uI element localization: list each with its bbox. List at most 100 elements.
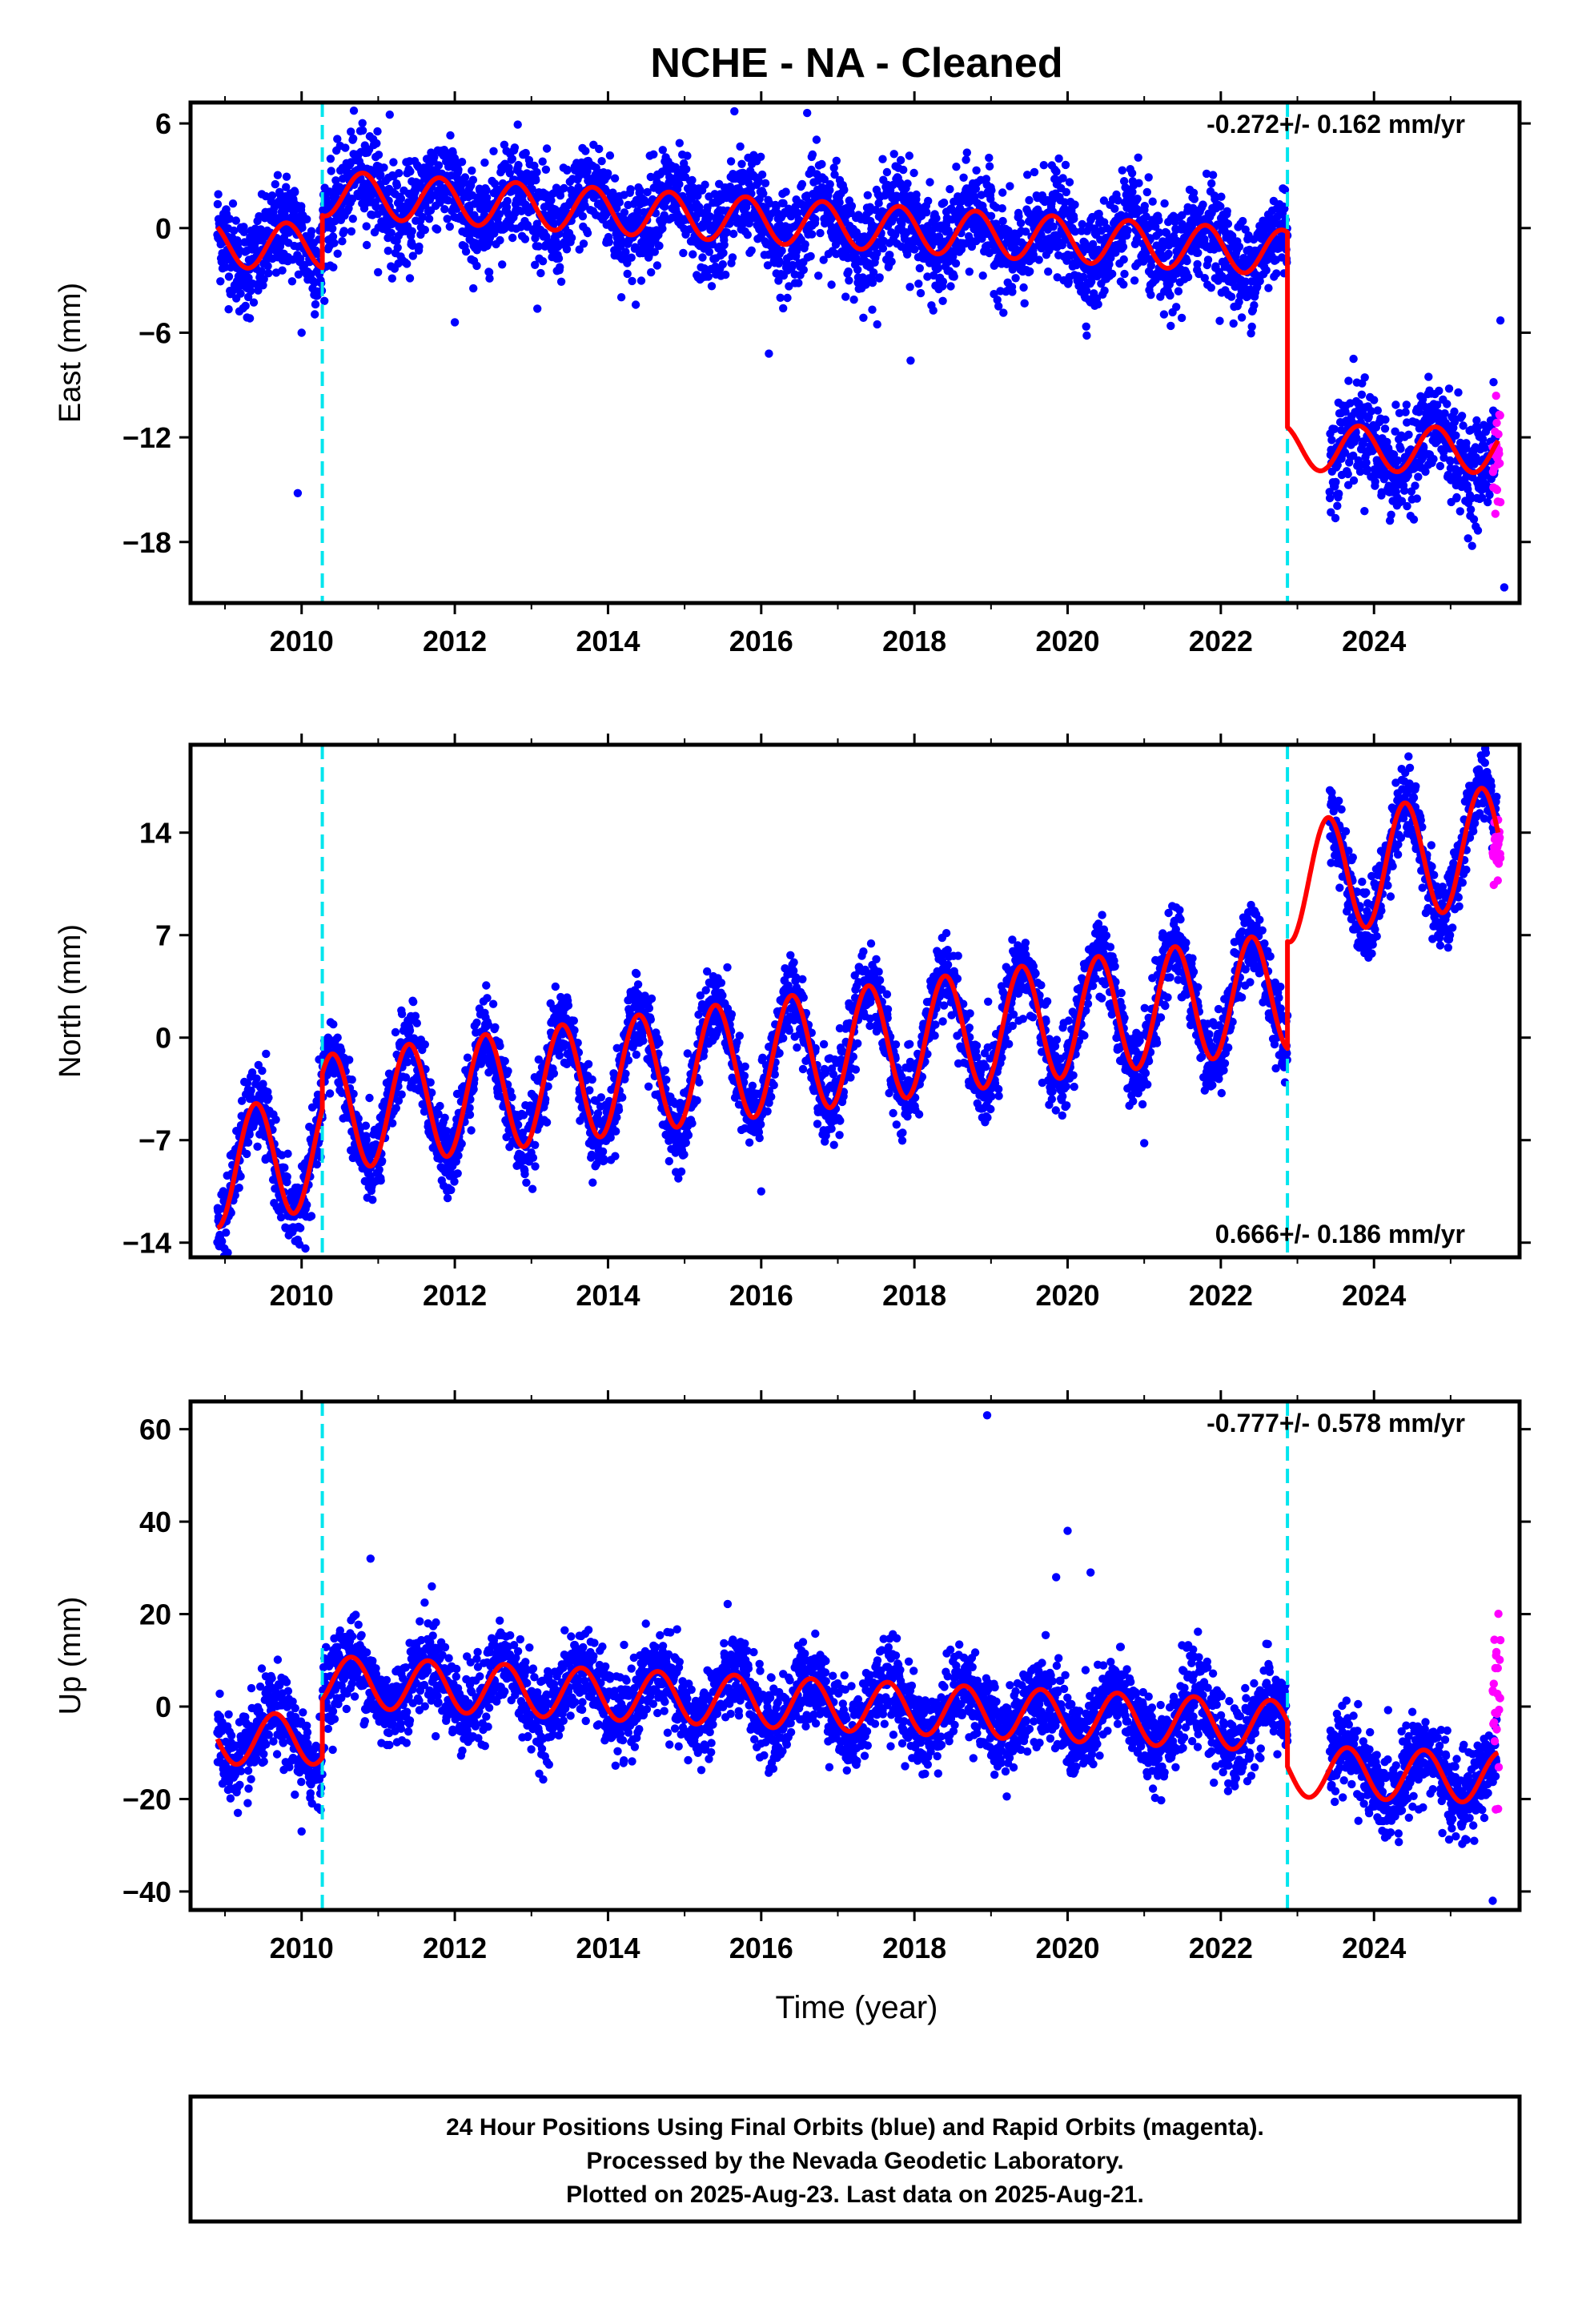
- final-orbit-point: [887, 257, 896, 266]
- final-orbit-point: [1237, 313, 1247, 322]
- final-orbit-point: [1065, 178, 1074, 187]
- final-orbit-point: [467, 1126, 476, 1135]
- final-orbit-point: [583, 228, 592, 238]
- final-orbit-point: [1016, 219, 1026, 227]
- final-orbit-point: [1444, 384, 1454, 393]
- final-orbit-point: [910, 245, 919, 254]
- final-orbit-point: [259, 275, 268, 283]
- final-orbit-point: [1044, 267, 1053, 276]
- final-orbit-point: [1381, 415, 1390, 424]
- final-orbit-point: [631, 300, 640, 309]
- final-orbit-point: [440, 1113, 449, 1123]
- final-orbit-point: [426, 1078, 435, 1087]
- final-orbit-point: [1466, 505, 1476, 514]
- outlier-point: [730, 107, 739, 116]
- y-tick-label: −18: [122, 526, 171, 559]
- final-orbit-point: [579, 239, 588, 248]
- final-orbit-point: [932, 214, 941, 223]
- final-orbit-point: [952, 163, 961, 171]
- final-orbit-point: [655, 241, 664, 251]
- final-orbit-point: [468, 166, 476, 175]
- final-orbit-point: [1435, 386, 1443, 396]
- final-orbit-point: [873, 320, 881, 329]
- final-orbit-point: [508, 155, 516, 163]
- final-orbit-point: [946, 185, 954, 194]
- final-orbit-point: [1118, 166, 1127, 175]
- final-orbit-point: [341, 143, 350, 152]
- final-orbit-point: [1061, 160, 1070, 170]
- final-orbit-point: [985, 153, 994, 163]
- final-orbit-point: [620, 208, 629, 217]
- x-tick-label: 2024: [1342, 625, 1406, 657]
- final-orbit-point: [1402, 400, 1411, 409]
- final-orbit-point: [541, 165, 551, 174]
- final-orbit-point: [267, 191, 277, 200]
- final-orbit-point: [1250, 301, 1259, 310]
- final-orbit-point: [496, 235, 504, 245]
- final-orbit-point: [480, 158, 489, 167]
- y-tick-label: −6: [139, 316, 171, 349]
- final-orbit-point: [276, 1212, 286, 1222]
- final-orbit-point: [530, 161, 539, 171]
- final-orbit-point: [859, 313, 868, 322]
- final-orbit-point: [1360, 373, 1369, 382]
- final-orbit-point: [827, 280, 836, 289]
- final-orbit-point: [1456, 507, 1465, 516]
- final-orbit-point: [718, 259, 727, 269]
- final-orbit-point: [845, 276, 853, 285]
- final-orbit-point: [278, 266, 287, 275]
- final-orbit-point: [405, 1026, 415, 1035]
- final-orbit-point: [675, 139, 684, 147]
- final-orbit-point: [832, 156, 841, 165]
- final-orbit-point: [849, 296, 858, 304]
- final-orbit-point: [1396, 444, 1405, 453]
- final-orbit-point: [347, 1076, 356, 1084]
- final-orbit-point: [575, 245, 584, 254]
- outlier-point: [1500, 583, 1509, 592]
- final-orbit-point: [726, 157, 736, 166]
- final-orbit-point: [689, 250, 697, 259]
- final-orbit-point: [597, 157, 606, 166]
- rapid-orbit-point: [1496, 497, 1505, 507]
- final-orbit-point: [454, 165, 463, 175]
- final-orbit-point: [863, 191, 873, 199]
- final-orbit-point: [447, 1185, 456, 1195]
- final-orbit-point: [1331, 477, 1340, 487]
- final-orbit-point: [1177, 313, 1186, 323]
- final-orbit-point: [939, 198, 949, 207]
- outlier-point: [1496, 316, 1505, 325]
- final-orbit-point: [264, 1093, 273, 1102]
- final-orbit-point: [812, 135, 821, 144]
- final-orbit-point: [1110, 204, 1119, 213]
- final-orbit-point: [392, 181, 402, 190]
- final-orbit-point: [868, 305, 877, 314]
- final-orbit-point: [682, 165, 691, 174]
- final-orbit-point: [814, 271, 823, 280]
- x-tick-label: 2012: [423, 625, 487, 657]
- final-orbit-point: [298, 223, 307, 232]
- final-orbit-point: [951, 259, 961, 268]
- final-orbit-point: [878, 244, 888, 253]
- final-orbit-point: [781, 187, 790, 196]
- final-orbit-point: [779, 304, 788, 313]
- final-orbit-point: [1100, 286, 1109, 296]
- final-orbit-point: [264, 269, 273, 278]
- final-orbit-point: [368, 1196, 377, 1204]
- final-orbit-point: [383, 247, 392, 255]
- final-orbit-point: [1360, 507, 1369, 516]
- final-orbit-point: [505, 169, 514, 178]
- final-orbit-point: [247, 287, 255, 296]
- final-orbit-point: [296, 1224, 305, 1232]
- final-orbit-point: [1335, 489, 1343, 498]
- final-orbit-point: [403, 1058, 412, 1067]
- final-orbit-point: [348, 215, 357, 223]
- final-orbit-point: [328, 224, 337, 233]
- final-orbit-point: [333, 1033, 342, 1042]
- final-orbit-point: [1349, 354, 1358, 364]
- final-orbit-point: [282, 183, 291, 191]
- final-orbit-point: [698, 253, 707, 262]
- y-ticks: 60−6−12−18: [122, 107, 1531, 559]
- final-orbit-point: [485, 274, 494, 283]
- final-orbit-point: [650, 247, 659, 256]
- final-orbit-point: [389, 158, 398, 167]
